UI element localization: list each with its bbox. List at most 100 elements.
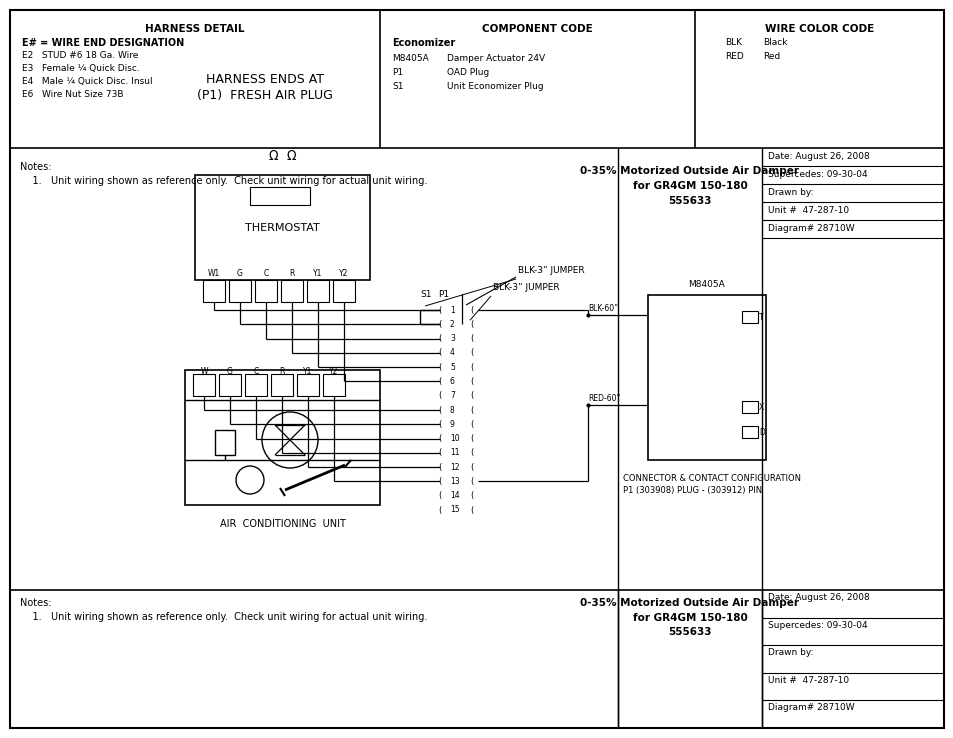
Bar — [194, 175, 370, 280]
Text: Black: Black — [762, 38, 786, 47]
Text: (: ( — [438, 391, 441, 400]
Text: (: ( — [438, 320, 441, 329]
Text: S1: S1 — [420, 290, 432, 299]
Text: 4: 4 — [450, 348, 455, 357]
Text: BLK-60”: BLK-60” — [587, 304, 618, 313]
Text: R: R — [279, 367, 284, 376]
Bar — [271, 374, 293, 396]
Text: (: ( — [470, 463, 473, 472]
Text: (: ( — [438, 477, 441, 486]
Bar — [741, 311, 758, 323]
Text: (: ( — [438, 506, 441, 514]
Text: Unit #  47-287-10: Unit # 47-287-10 — [767, 676, 848, 685]
Text: W1: W1 — [208, 269, 220, 278]
Text: HARNESS DETAIL: HARNESS DETAIL — [145, 24, 245, 34]
Text: (: ( — [470, 492, 473, 500]
Text: 3: 3 — [450, 334, 455, 343]
Text: (: ( — [470, 377, 473, 386]
Text: 13: 13 — [450, 477, 459, 486]
Bar — [296, 374, 318, 396]
Text: 0-35% Motorized Outside Air Damper: 0-35% Motorized Outside Air Damper — [579, 166, 799, 176]
Text: P1: P1 — [392, 68, 403, 77]
Text: T: T — [759, 312, 762, 322]
Text: (: ( — [470, 362, 473, 372]
Text: (: ( — [470, 306, 473, 314]
Text: Red: Red — [762, 52, 780, 61]
Text: E2   STUD #6 18 Ga. Wire: E2 STUD #6 18 Ga. Wire — [22, 51, 138, 60]
Text: D: D — [759, 427, 764, 436]
Text: COMPONENT CODE: COMPONENT CODE — [481, 24, 592, 34]
Bar — [307, 280, 329, 302]
Text: M8405A: M8405A — [392, 54, 428, 63]
Text: C: C — [253, 367, 258, 376]
Text: C: C — [263, 269, 269, 278]
Text: (: ( — [470, 334, 473, 343]
Text: 1.   Unit wiring shown as reference only.  Check unit wiring for actual unit wir: 1. Unit wiring shown as reference only. … — [20, 612, 427, 622]
Bar — [203, 280, 225, 302]
Text: Date: August 26, 2008: Date: August 26, 2008 — [767, 593, 869, 602]
Text: 15: 15 — [450, 506, 459, 514]
Text: HARNESS ENDS AT: HARNESS ENDS AT — [206, 73, 324, 86]
Text: 1.   Unit wiring shown as reference only.  Check unit wiring for actual unit wir: 1. Unit wiring shown as reference only. … — [20, 176, 427, 186]
Text: THERMOSTAT: THERMOSTAT — [245, 222, 319, 232]
Text: (: ( — [438, 334, 441, 343]
Text: (: ( — [438, 463, 441, 472]
Bar — [250, 187, 310, 205]
Text: (: ( — [470, 405, 473, 415]
Text: 6: 6 — [450, 377, 455, 386]
Text: P1: P1 — [438, 290, 449, 299]
Text: (: ( — [438, 492, 441, 500]
Text: CONNECTOR & CONTACT CONFIGURATION: CONNECTOR & CONTACT CONFIGURATION — [622, 474, 801, 483]
Text: 1: 1 — [450, 306, 455, 314]
Text: for GR4GM 150-180: for GR4GM 150-180 — [632, 613, 746, 623]
Text: Ω: Ω — [286, 150, 295, 163]
Text: Ω: Ω — [269, 150, 278, 163]
Text: W: W — [200, 367, 208, 376]
Text: Notes:: Notes: — [20, 162, 51, 172]
Text: 10: 10 — [450, 434, 459, 443]
Text: (: ( — [438, 405, 441, 415]
Bar — [741, 426, 758, 438]
Text: (: ( — [470, 348, 473, 357]
Bar — [193, 374, 214, 396]
Text: Supercedes: 09-30-04: Supercedes: 09-30-04 — [767, 621, 866, 630]
Bar — [219, 374, 241, 396]
Text: 9: 9 — [450, 420, 455, 429]
Bar — [741, 401, 758, 413]
Text: (: ( — [438, 434, 441, 443]
Text: Y1: Y1 — [313, 269, 322, 278]
Text: E3   Female ¼ Quick Disc.: E3 Female ¼ Quick Disc. — [22, 64, 139, 73]
Text: Supercedes: 09-30-04: Supercedes: 09-30-04 — [767, 170, 866, 179]
Text: Unit Economizer Plug: Unit Economizer Plug — [447, 82, 543, 91]
Text: (: ( — [438, 377, 441, 386]
Bar — [214, 430, 234, 455]
Text: (: ( — [438, 348, 441, 357]
Text: 0-35% Motorized Outside Air Damper: 0-35% Motorized Outside Air Damper — [579, 598, 799, 608]
Text: (: ( — [470, 391, 473, 400]
Text: Y2: Y2 — [329, 367, 338, 376]
Text: 2: 2 — [450, 320, 455, 329]
Text: AIR  CONDITIONING  UNIT: AIR CONDITIONING UNIT — [219, 519, 345, 529]
Text: Diagram# 28710W: Diagram# 28710W — [767, 703, 854, 712]
Text: E# = WIRE END DESIGNATION: E# = WIRE END DESIGNATION — [22, 38, 184, 48]
Bar — [281, 280, 303, 302]
Text: R: R — [289, 269, 294, 278]
Bar — [245, 374, 267, 396]
Text: (P1)  FRESH AIR PLUG: (P1) FRESH AIR PLUG — [197, 89, 333, 102]
Text: Damper Actuator 24V: Damper Actuator 24V — [447, 54, 544, 63]
Text: for GR4GM 150-180: for GR4GM 150-180 — [632, 181, 746, 191]
Bar — [254, 280, 276, 302]
Text: Y2: Y2 — [339, 269, 349, 278]
Bar — [323, 374, 345, 396]
Text: (: ( — [438, 449, 441, 458]
Text: P1 (303908) PLUG - (303912) PIN: P1 (303908) PLUG - (303912) PIN — [622, 486, 761, 495]
Text: 555633: 555633 — [667, 627, 711, 637]
Text: (: ( — [438, 362, 441, 372]
Text: BLK: BLK — [724, 38, 741, 47]
Text: G: G — [227, 367, 233, 376]
Text: (: ( — [470, 434, 473, 443]
Text: BLK-3” JUMPER: BLK-3” JUMPER — [517, 266, 584, 275]
Text: Drawn by:: Drawn by: — [767, 188, 813, 197]
Text: BLK-3” JUMPER: BLK-3” JUMPER — [493, 283, 559, 292]
Text: RED: RED — [724, 52, 743, 61]
